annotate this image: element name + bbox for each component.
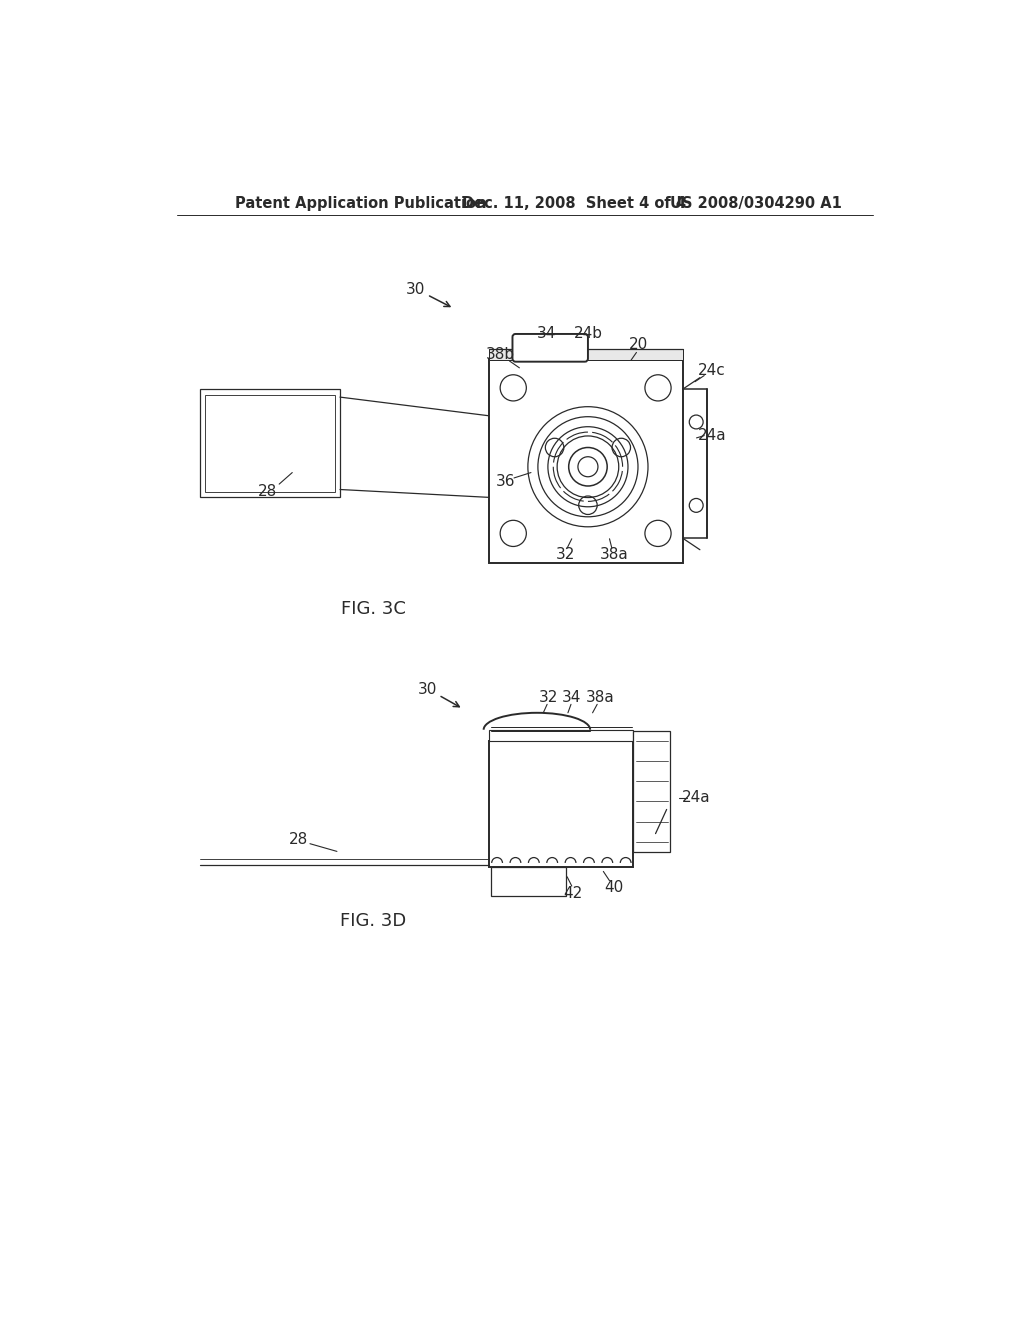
Text: 28: 28 <box>289 833 308 847</box>
Text: 24a: 24a <box>682 789 711 805</box>
Text: 36: 36 <box>496 474 515 490</box>
Text: 40: 40 <box>604 880 624 895</box>
Text: 34: 34 <box>562 690 582 705</box>
Bar <box>489 742 634 867</box>
Text: 20: 20 <box>629 337 648 352</box>
Text: Patent Application Publication: Patent Application Publication <box>234 195 486 211</box>
Circle shape <box>645 520 671 546</box>
Text: FIG. 3D: FIG. 3D <box>340 912 407 929</box>
Text: 32: 32 <box>539 690 558 705</box>
Bar <box>200 389 340 498</box>
Circle shape <box>500 375 526 401</box>
Circle shape <box>500 520 526 546</box>
Text: Dec. 11, 2008  Sheet 4 of 4: Dec. 11, 2008 Sheet 4 of 4 <box>462 195 686 211</box>
Text: 34: 34 <box>537 326 556 342</box>
Text: 38a: 38a <box>586 690 614 705</box>
Text: 38a: 38a <box>600 548 629 562</box>
Text: 32: 32 <box>556 548 575 562</box>
Text: 24b: 24b <box>573 326 602 342</box>
Text: FIG. 3C: FIG. 3C <box>341 599 406 618</box>
Text: 38b: 38b <box>485 347 515 362</box>
Bar <box>205 395 335 492</box>
Text: 24a: 24a <box>697 428 726 444</box>
Bar <box>490 867 566 896</box>
Text: 28: 28 <box>258 483 278 499</box>
Bar <box>488 350 683 360</box>
Text: US 2008/0304290 A1: US 2008/0304290 A1 <box>670 195 842 211</box>
Text: 24c: 24c <box>698 363 726 378</box>
Bar <box>488 359 683 562</box>
Text: 30: 30 <box>406 281 425 297</box>
Bar <box>634 731 671 851</box>
Circle shape <box>645 375 671 401</box>
Text: 30: 30 <box>418 682 437 697</box>
Text: 42: 42 <box>563 886 583 902</box>
FancyBboxPatch shape <box>512 334 588 362</box>
Bar <box>489 730 634 742</box>
